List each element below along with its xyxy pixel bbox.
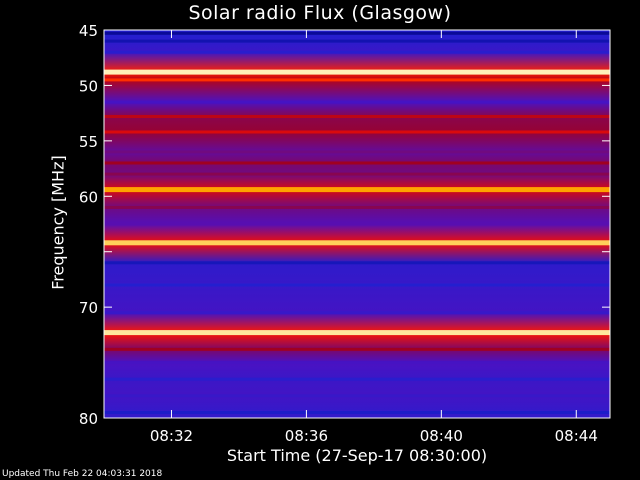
frequency-band (104, 240, 610, 246)
frequency-band (104, 78, 610, 82)
y-tick-label: 45 (79, 22, 98, 40)
updated-timestamp: Updated Thu Feb 22 04:03:31 2018 (2, 469, 163, 479)
y-tick-label: 70 (79, 299, 98, 317)
x-tick-label: 08:32 (150, 427, 193, 445)
y-tick-label: 50 (79, 77, 98, 95)
frequency-band (104, 411, 610, 414)
chart-title: Solar radio Flux (Glasgow) (188, 2, 452, 24)
frequency-band (104, 377, 610, 381)
y-axis-label: Frequency [MHz] (48, 155, 68, 290)
frequency-band (104, 261, 610, 265)
frequency-band (104, 187, 610, 193)
frequency-band (104, 31, 610, 35)
frequency-band (104, 50, 610, 54)
frequency-band (104, 330, 610, 336)
frequency-band (104, 205, 610, 209)
frequency-band (104, 222, 610, 226)
frequency-band (104, 161, 610, 165)
frequency-band (104, 39, 610, 43)
frequency-band (104, 100, 610, 104)
frequency-band (104, 69, 610, 75)
frequency-band (104, 150, 610, 154)
x-tick-label: 08:44 (555, 427, 598, 445)
x-tick-label: 08:36 (285, 427, 328, 445)
y-tick-label: 80 (79, 410, 98, 428)
y-tick-label: 55 (79, 133, 98, 151)
frequency-band (104, 361, 610, 365)
frequency-band (104, 130, 610, 134)
x-axis-label: Start Time (27-Sep-17 08:30:00) (226, 446, 488, 465)
frequency-band (104, 172, 610, 176)
frequency-band (104, 115, 610, 118)
frequency-band (104, 394, 610, 398)
frequency-band (104, 347, 610, 351)
x-tick-label: 08:40 (420, 427, 463, 445)
plot-frame (103, 29, 611, 419)
frequency-band (104, 311, 610, 315)
y-tick-label: 60 (79, 188, 98, 206)
frequency-band (104, 283, 610, 287)
